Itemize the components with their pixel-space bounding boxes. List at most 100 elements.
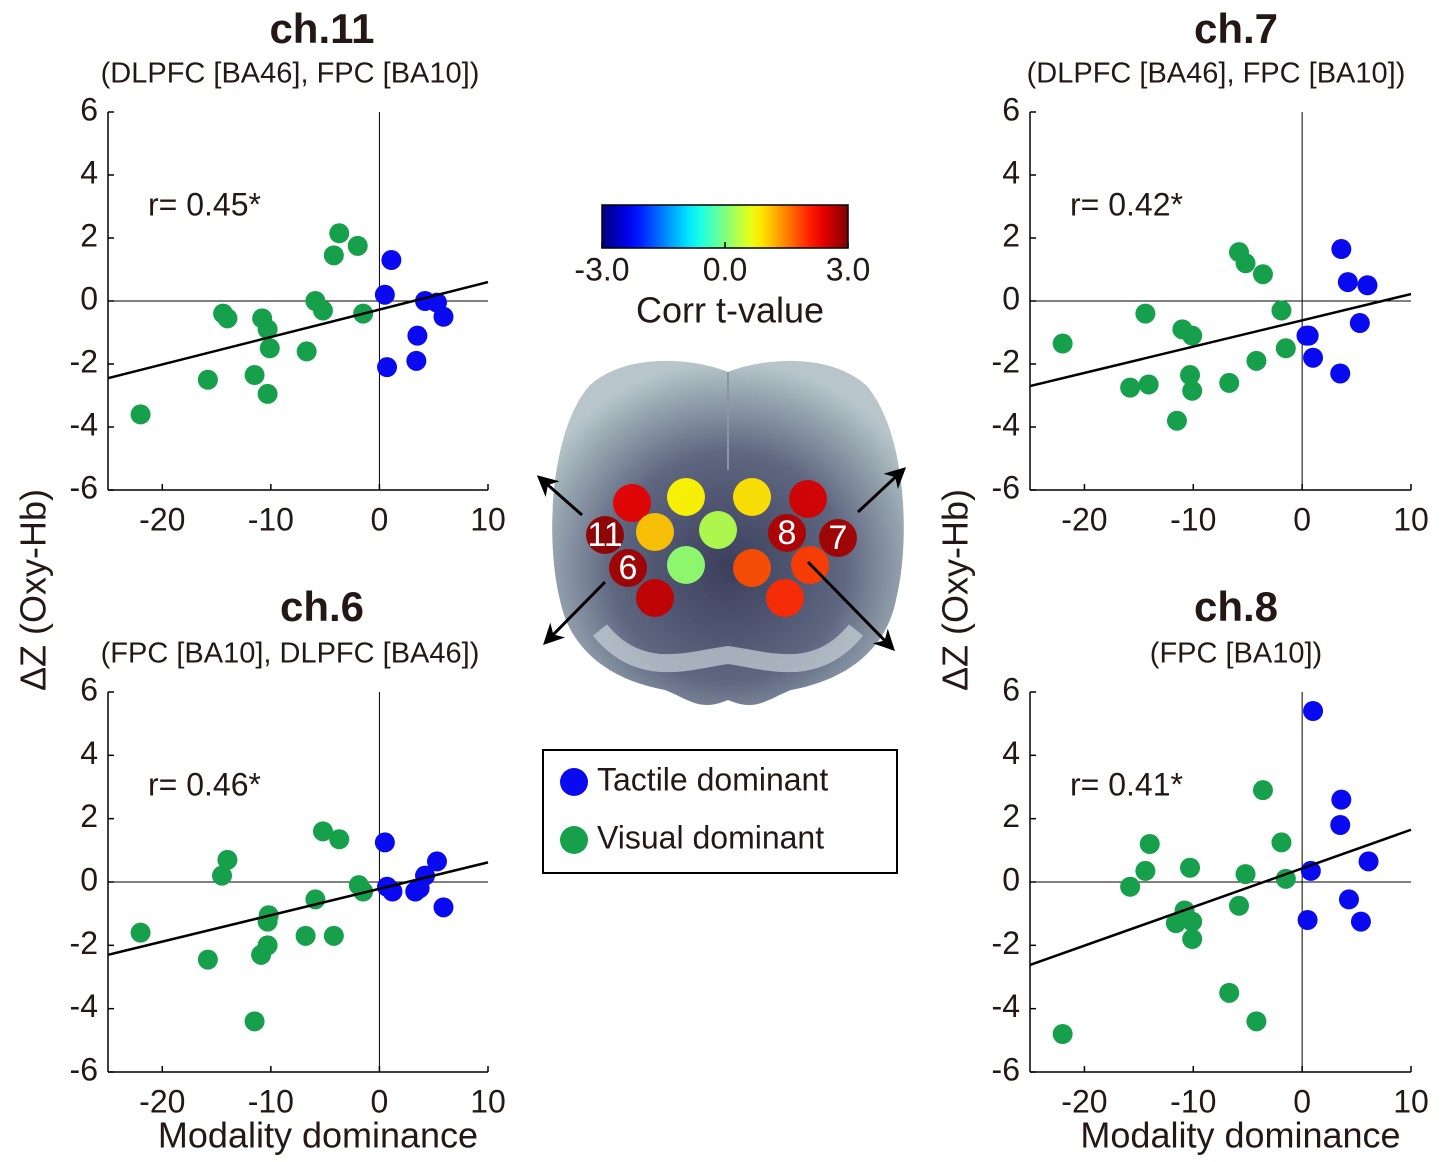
y-tick-label: 2 bbox=[80, 217, 98, 253]
data-point bbox=[1350, 911, 1371, 932]
x-tick-label: 10 bbox=[470, 501, 506, 537]
data-point bbox=[1271, 300, 1292, 321]
x-tick-label: 0 bbox=[1293, 1083, 1311, 1119]
data-point bbox=[433, 306, 454, 327]
y-tick-label: 6 bbox=[1002, 671, 1020, 707]
y-tick-label: 4 bbox=[1002, 154, 1020, 190]
data-point bbox=[1349, 313, 1370, 334]
data-point bbox=[1135, 303, 1156, 324]
x-tick-label: 10 bbox=[470, 1083, 506, 1119]
channel bbox=[636, 579, 674, 617]
channel bbox=[819, 519, 857, 557]
data-point bbox=[1357, 275, 1378, 296]
y-tick-label: -6 bbox=[992, 1051, 1020, 1087]
y-tick-label: 4 bbox=[80, 735, 98, 771]
legend-marker bbox=[560, 826, 588, 854]
data-point bbox=[1330, 815, 1351, 835]
y-tick-label: -2 bbox=[992, 343, 1020, 379]
data-point bbox=[406, 350, 427, 371]
channel bbox=[789, 480, 827, 518]
channel bbox=[667, 546, 705, 584]
data-point bbox=[1229, 895, 1250, 916]
y-tick-label: 0 bbox=[1002, 280, 1020, 316]
data-point bbox=[323, 925, 344, 946]
y-tick-label: -4 bbox=[992, 406, 1020, 442]
data-point bbox=[1219, 982, 1240, 1003]
arrows bbox=[536, 467, 907, 652]
data-point bbox=[1338, 889, 1359, 910]
regression-line bbox=[1029, 828, 1412, 967]
channel-label: 7 bbox=[829, 519, 848, 557]
y-tick-label: -2 bbox=[70, 343, 98, 379]
data-point bbox=[1252, 264, 1273, 285]
y-axis-label: ΔZ (Oxy-Hb) bbox=[13, 489, 54, 691]
y-tick-label: 6 bbox=[80, 671, 98, 707]
channel bbox=[636, 513, 674, 551]
data-point bbox=[374, 284, 395, 305]
data-point bbox=[1139, 834, 1160, 854]
chart-subtitle: (DLPFC [BA46], FPC [BA10]) bbox=[1027, 58, 1406, 90]
data-point bbox=[197, 369, 218, 390]
arrow bbox=[806, 560, 895, 652]
y-axis-label: ΔZ (Oxy-Hb) bbox=[935, 489, 976, 691]
data-point bbox=[323, 245, 344, 266]
y-tick-label: -4 bbox=[70, 988, 98, 1024]
x-axis-label: Modality dominance bbox=[1080, 1115, 1400, 1156]
arrow bbox=[536, 475, 583, 517]
arrow bbox=[856, 467, 907, 514]
arrow bbox=[543, 580, 607, 645]
y-tick-label: -4 bbox=[992, 988, 1020, 1024]
y-tick-label: 6 bbox=[80, 91, 98, 127]
data-point bbox=[259, 338, 280, 359]
channel bbox=[766, 579, 804, 617]
y-tick-label: -6 bbox=[992, 469, 1020, 505]
data-point bbox=[257, 935, 278, 956]
y-tick-label: -2 bbox=[992, 925, 1020, 961]
annotation: r= 0.45* bbox=[148, 186, 261, 222]
channel bbox=[613, 484, 651, 522]
chart-title: ch.6 bbox=[280, 583, 364, 630]
chart-subtitle: (FPC [BA10], DLPFC [BA46]) bbox=[101, 638, 480, 670]
y-tick-label: 6 bbox=[1002, 91, 1020, 127]
data-point bbox=[1138, 374, 1159, 395]
data-point bbox=[1235, 864, 1256, 885]
channel-label: 8 bbox=[778, 514, 797, 552]
channel bbox=[733, 478, 771, 516]
data-point bbox=[1052, 333, 1073, 354]
regression-line bbox=[107, 280, 489, 380]
channels: 11 8 7 6 bbox=[586, 478, 857, 617]
data-point bbox=[295, 925, 316, 946]
data-point bbox=[312, 821, 333, 842]
x-tick-label: -20 bbox=[1061, 501, 1107, 537]
y-tick-label: 4 bbox=[1002, 735, 1020, 771]
data-point bbox=[1275, 868, 1296, 889]
chart-title: ch.7 bbox=[1194, 5, 1278, 52]
data-point bbox=[1337, 272, 1358, 293]
data-point bbox=[1052, 1024, 1073, 1044]
legend-box bbox=[542, 749, 898, 874]
data-point bbox=[329, 829, 350, 850]
data-point bbox=[1331, 239, 1352, 260]
colorbar-label: Corr t-value bbox=[636, 290, 824, 331]
data-point bbox=[1331, 789, 1352, 810]
x-tick-label: -20 bbox=[139, 501, 185, 537]
brain-temporal bbox=[592, 624, 864, 673]
data-point bbox=[1252, 780, 1273, 801]
chart-title: ch.8 bbox=[1194, 583, 1278, 630]
data-point bbox=[1303, 347, 1324, 368]
data-point bbox=[426, 851, 447, 872]
data-point bbox=[312, 300, 333, 321]
data-point bbox=[257, 319, 278, 340]
data-point bbox=[1271, 832, 1292, 853]
data-point bbox=[1182, 380, 1203, 401]
y-tick-label: 0 bbox=[1002, 861, 1020, 897]
data-point bbox=[1219, 372, 1240, 393]
legend-label: Tactile dominant bbox=[597, 761, 828, 797]
x-tick-label: -10 bbox=[248, 1083, 294, 1119]
data-point bbox=[1182, 929, 1203, 949]
data-point bbox=[1275, 338, 1296, 359]
data-point bbox=[217, 849, 238, 870]
channel bbox=[699, 511, 737, 549]
legend-label: Visual dominant bbox=[597, 819, 824, 855]
